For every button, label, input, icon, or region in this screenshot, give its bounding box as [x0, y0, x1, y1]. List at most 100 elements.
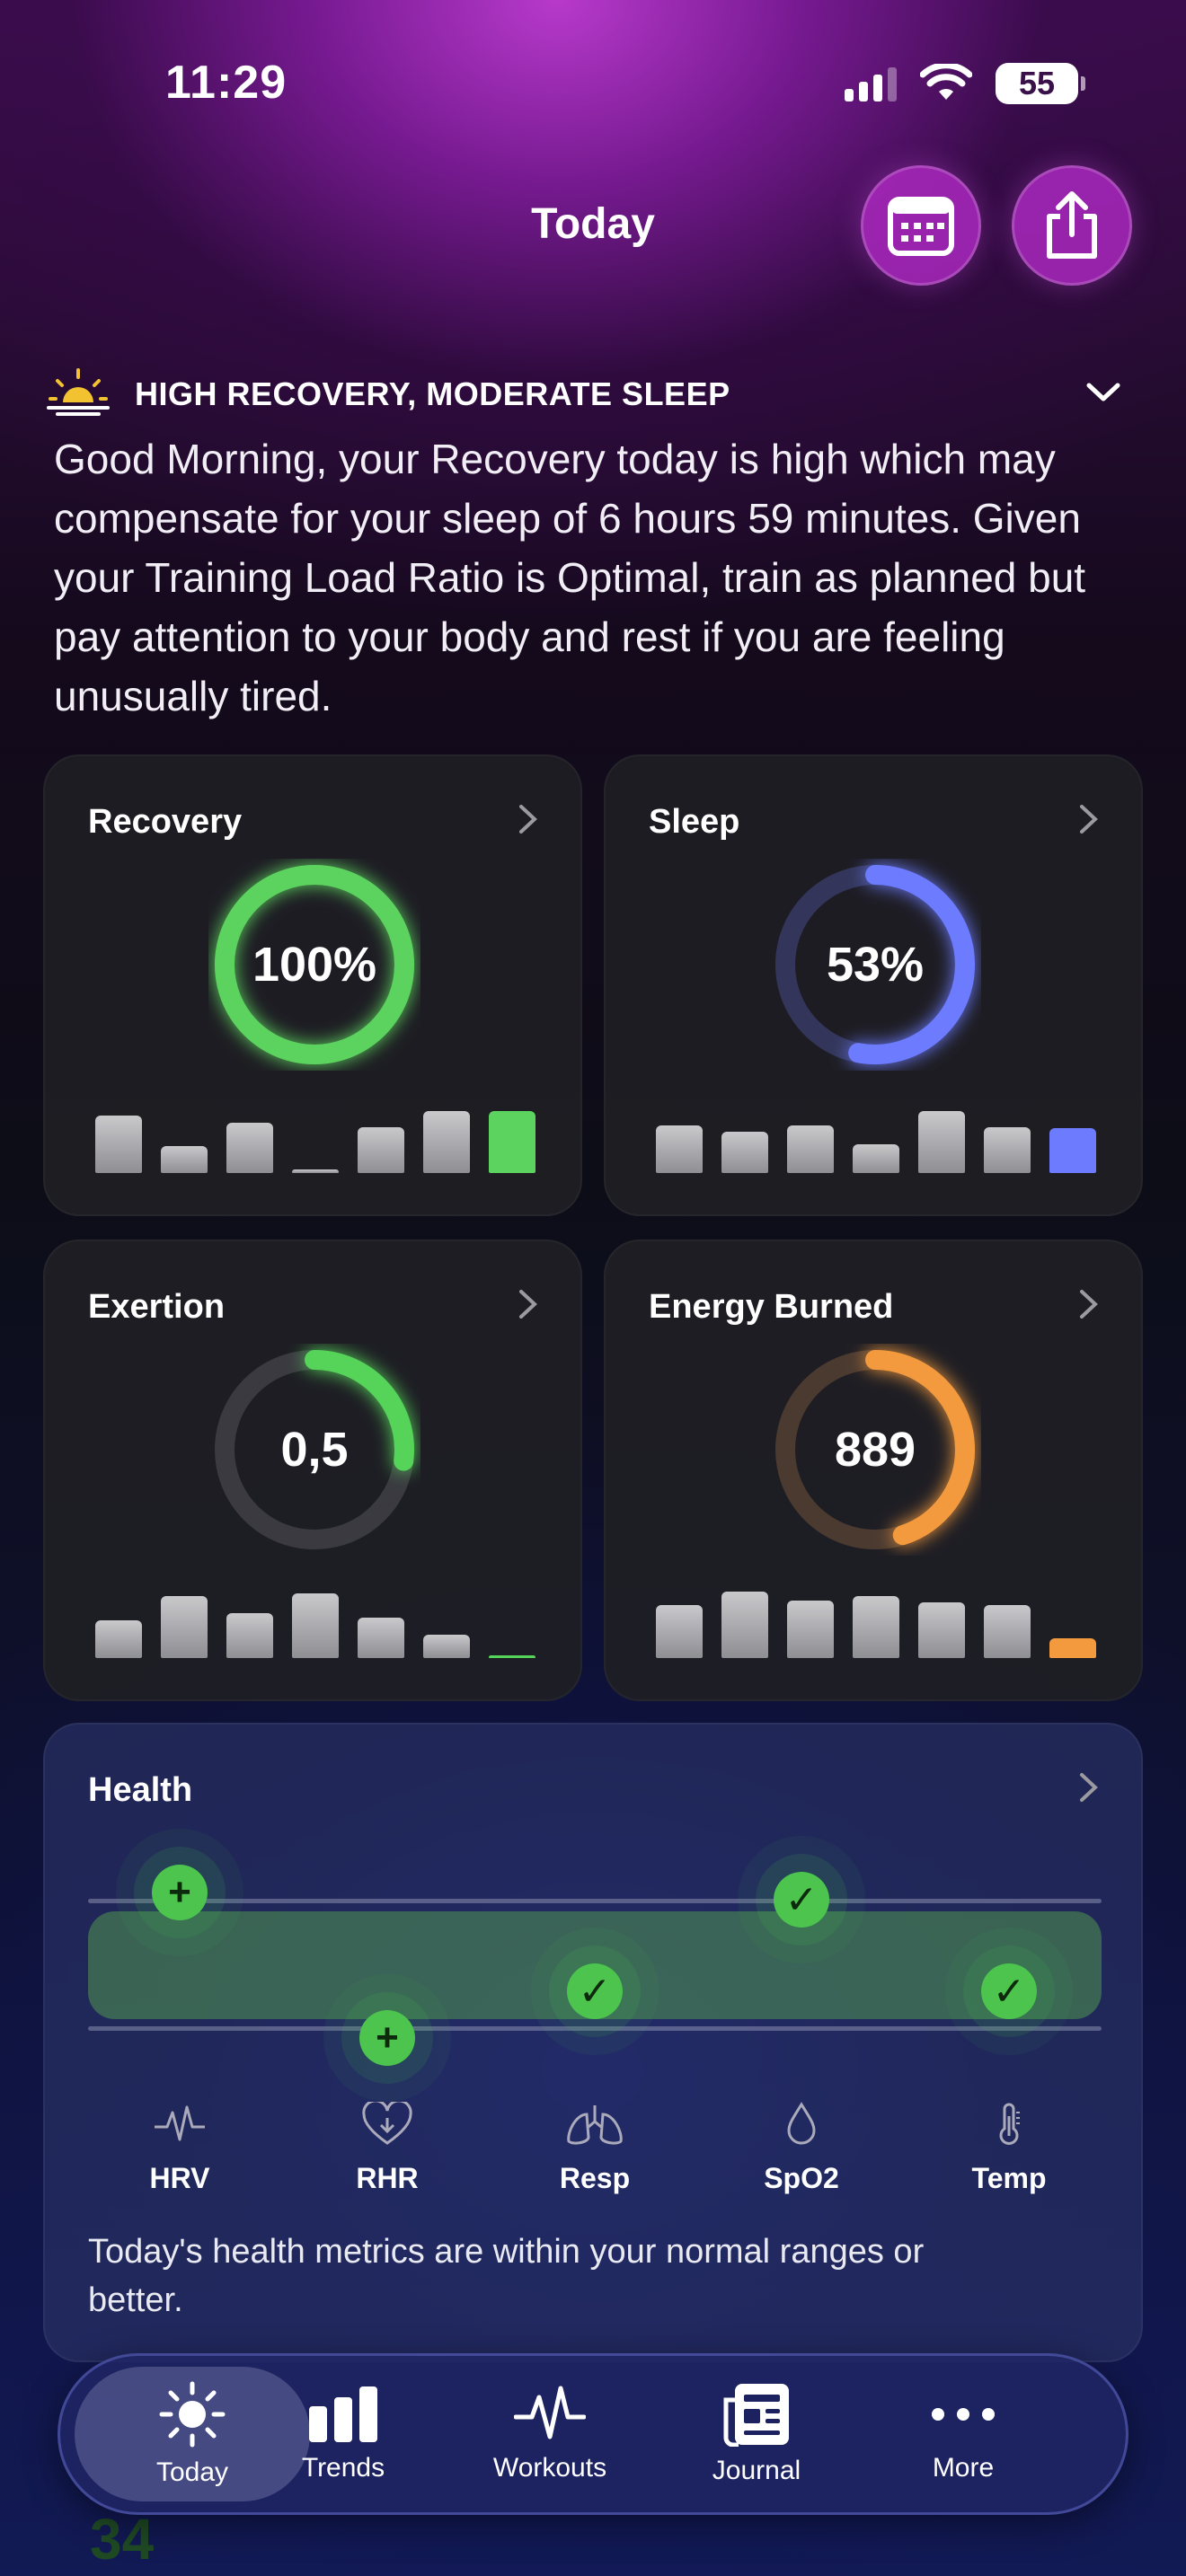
exertion-ring	[215, 1350, 414, 1549]
status-time: 11:29	[165, 57, 288, 109]
insight-body: Good Morning, your Recovery today is hig…	[54, 436, 1086, 719]
tab-label: Workouts	[492, 2453, 607, 2483]
exertion-bar	[161, 1596, 208, 1658]
recovery-bar	[292, 1169, 339, 1173]
share-button[interactable]	[1012, 165, 1132, 286]
exertion-bar	[423, 1635, 470, 1658]
metric-resp[interactable]: Resp	[523, 2102, 667, 2195]
thermometer-icon	[999, 2103, 1020, 2145]
sleep-bar	[853, 1144, 899, 1173]
sleep-value: 53%	[826, 938, 925, 992]
status-icons: 55	[845, 63, 1085, 104]
sleep-ring-progress	[775, 865, 975, 1064]
calendar-button[interactable]	[861, 165, 981, 286]
chevron-right-icon	[1080, 1773, 1098, 1802]
tab-label: Journal	[712, 2456, 801, 2485]
chevron-right-icon	[1080, 1290, 1098, 1319]
exertion-card[interactable]: Exertion 0,5	[43, 1239, 582, 1701]
calendar-icon	[888, 197, 954, 256]
rhr-status-plus: +	[359, 2010, 415, 2066]
peek-value: 34	[90, 2507, 155, 2572]
card-title: Recovery	[88, 803, 243, 841]
energy-bar	[721, 1592, 768, 1658]
tab-more[interactable]: More	[860, 2356, 1067, 2512]
energy-bar	[984, 1604, 1031, 1658]
recovery-bar	[358, 1126, 404, 1173]
energy-bar	[1049, 1637, 1096, 1658]
energy-value: 889	[834, 1423, 916, 1477]
recovery-value: 100%	[252, 938, 377, 992]
metric-label: SpO2	[764, 2162, 839, 2194]
insight-title: HIGH RECOVERY, MODERATE SLEEP	[135, 375, 730, 412]
recovery-bar	[423, 1111, 470, 1173]
tab-workouts[interactable]: Workouts	[447, 2356, 653, 2512]
range-lower-line	[88, 2026, 1102, 2031]
metric-temp[interactable]: Temp	[937, 2102, 1081, 2195]
tab-bar: Today Trends Workouts Journal More	[58, 2353, 1128, 2515]
recovery-bar	[95, 1116, 142, 1173]
chevron-down-icon[interactable]	[1085, 381, 1121, 409]
wifi-icon	[920, 64, 972, 100]
sleep-card[interactable]: Sleep 53%	[604, 754, 1143, 1216]
bar-chart-icon	[309, 2386, 377, 2442]
metric-label: Resp	[559, 2162, 631, 2194]
lungs-icon	[567, 2105, 623, 2145]
metric-hrv[interactable]: HRV	[108, 2102, 252, 2195]
droplet-icon	[787, 2102, 816, 2145]
battery-indicator: 55	[996, 63, 1085, 104]
share-icon	[1047, 191, 1097, 259]
sun-icon	[159, 2381, 226, 2448]
metric-label: HRV	[149, 2162, 210, 2194]
recovery-bar	[226, 1123, 273, 1173]
metric-label: Temp	[971, 2162, 1047, 2194]
activity-icon	[514, 2386, 586, 2439]
energy-burned-card[interactable]: Energy Burned 889	[604, 1239, 1143, 1701]
exertion-bar	[358, 1618, 404, 1658]
more-icon	[932, 2408, 995, 2421]
tab-journal[interactable]: Journal	[653, 2356, 860, 2512]
tab-label: Trends	[301, 2453, 385, 2483]
tab-trends[interactable]: Trends	[240, 2356, 447, 2512]
energy-ring-progress	[775, 1350, 975, 1549]
energy-ring	[775, 1350, 975, 1549]
exertion-bar	[489, 1654, 535, 1658]
tab-today[interactable]: Today	[75, 2367, 310, 2501]
sleep-bar	[1049, 1128, 1096, 1173]
sleep-ring	[775, 865, 975, 1064]
tab-label: More	[932, 2453, 995, 2483]
recovery-ring	[215, 865, 414, 1064]
temp-status-check: ✓	[981, 1963, 1037, 2019]
recovery-bar	[161, 1145, 208, 1173]
recovery-card[interactable]: Recovery 100%	[43, 754, 582, 1216]
chevron-right-icon	[1080, 805, 1098, 834]
exertion-bar	[95, 1620, 142, 1658]
card-title: Sleep	[649, 803, 740, 841]
sleep-bar	[984, 1126, 1031, 1173]
energy-bar	[787, 1601, 834, 1658]
metric-rhr[interactable]: RHR	[315, 2099, 459, 2195]
journal-icon	[723, 2384, 789, 2447]
resp-status-check: ✓	[567, 1963, 623, 2019]
exertion-bars	[95, 1577, 535, 1658]
exertion-ring-progress	[215, 1350, 414, 1549]
exertion-value: 0,5	[280, 1423, 349, 1477]
tab-label: Today	[155, 2457, 229, 2487]
energy-bars	[656, 1577, 1096, 1658]
spo2-status-check: ✓	[774, 1872, 829, 1928]
chevron-right-icon	[519, 1290, 537, 1319]
sleep-bars	[656, 1092, 1096, 1173]
card-title: Exertion	[88, 1288, 226, 1326]
energy-bar	[656, 1604, 703, 1658]
metric-spo2[interactable]: SpO2	[730, 2102, 873, 2195]
metric-label: RHR	[356, 2162, 419, 2194]
sleep-bar	[787, 1125, 834, 1173]
card-title: Health	[88, 1771, 193, 1809]
card-title: Energy Burned	[649, 1288, 894, 1326]
sunrise-icon	[47, 366, 110, 421]
health-card[interactable]: Health + + ✓ ✓ ✓ HRV RHR Resp SpO2 Temp …	[43, 1723, 1143, 2362]
page-title: Today	[531, 200, 655, 248]
range-upper-line	[88, 1899, 1102, 1903]
recovery-bars	[95, 1092, 535, 1173]
recovery-bar	[489, 1111, 535, 1173]
sleep-bar	[918, 1111, 965, 1173]
